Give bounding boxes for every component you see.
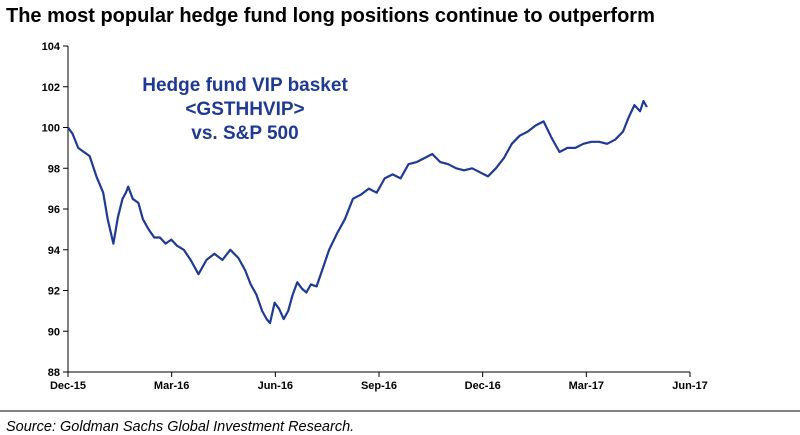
y-tick-label: 94	[48, 245, 61, 257]
axes	[63, 45, 691, 377]
annotation-line: Hedge fund VIP basket	[142, 75, 348, 96]
x-tick-label: Mar-17	[569, 380, 604, 392]
x-tick-label: Dec-15	[50, 380, 86, 392]
source-note: Source: Goldman Sachs Global Investment …	[6, 419, 355, 435]
x-tick-label: Mar-16	[154, 380, 189, 392]
y-tick-label: 96	[48, 204, 60, 216]
annotation-line: <GSTHHVIP>	[185, 99, 304, 120]
chart-annotation: Hedge fund VIP basket <GSTHHVIP> vs. S&P 5…	[142, 75, 348, 144]
x-tick-labels: Dec-15 Mar-16 Jun-16 Sep-16 Dec-16 Mar-17 Jun-…	[50, 380, 708, 392]
annotation-line: vs. S&P 500	[191, 123, 298, 144]
x-tick-label: Sep-16	[361, 380, 397, 392]
y-tick-label: 92	[48, 286, 60, 298]
chart-title: The most popular hedge fund long positio…	[6, 5, 655, 27]
x-tick-label: Jun-17	[672, 380, 707, 392]
x-tick-label: Jun-16	[258, 380, 293, 392]
y-tick-label: 102	[42, 82, 60, 94]
y-tick-labels: 88 90 92 94 96 98 100 102 104	[42, 41, 61, 379]
y-tick-label: 98	[48, 163, 60, 175]
y-tick-label: 100	[42, 123, 60, 135]
series-line	[67, 99, 648, 325]
y-tick-label: 90	[48, 326, 60, 338]
x-tick-label: Dec-16	[465, 380, 501, 392]
y-tick-label: 104	[42, 41, 61, 53]
y-tick-label: 88	[48, 367, 60, 379]
